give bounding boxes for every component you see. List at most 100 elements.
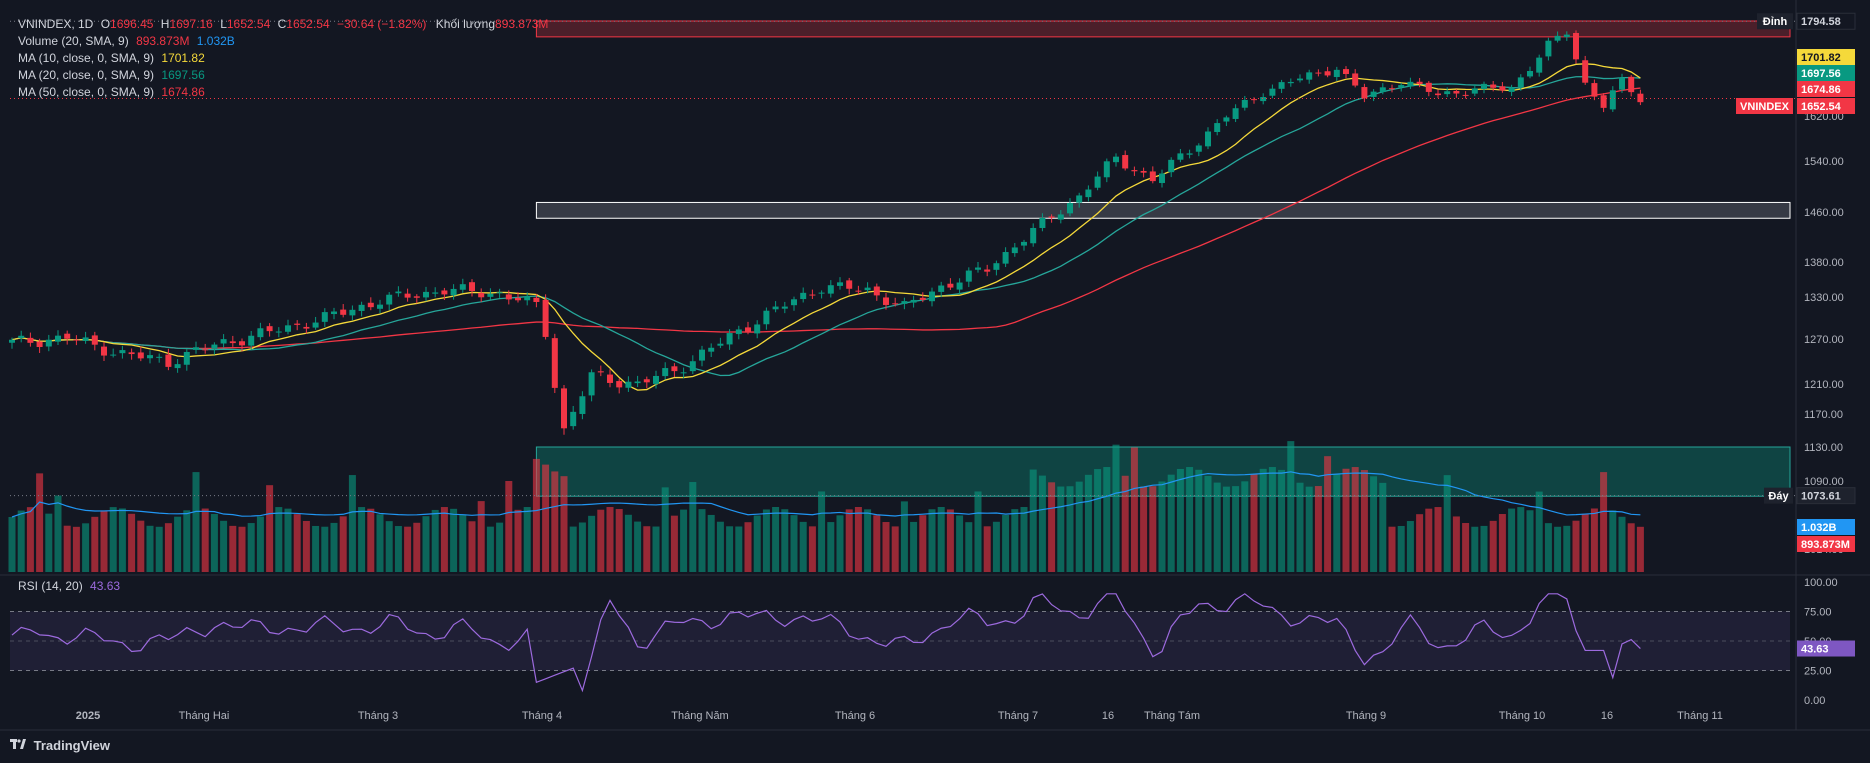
candle-body [1085,189,1092,198]
volume-bar [183,510,191,572]
candle-body [1168,159,1175,173]
candle-body [800,292,807,300]
candle-body [1140,170,1147,173]
price-tag-value: 43.63 [1801,644,1829,656]
volume-bar [220,520,228,572]
price-tag-value: 1674.86 [1801,84,1841,96]
candle-body [1425,82,1432,92]
volume-bar [937,507,945,572]
candle-body [515,297,521,301]
candle-body [432,292,439,294]
tradingview-logo[interactable]: TradingView [10,738,110,753]
price-tag-bg [1797,81,1855,97]
volume-bar [1048,482,1056,572]
candle-body [1352,73,1359,86]
volume-bar [1554,526,1562,572]
volume-bar [946,509,954,572]
volume-bar [201,508,209,572]
candle-body [294,323,301,325]
legend-ma10[interactable]: MA (10, close, 0, SMA, 9) 1701.82 [18,50,548,67]
candle-body [147,355,153,359]
l-label: L [220,17,227,31]
candle-body [846,280,853,289]
volume-bar [1563,525,1571,572]
candle-body [340,309,347,315]
volume-bar [210,513,218,572]
candle-body [423,291,429,298]
volume-bar [974,491,982,572]
volume-bar [459,514,467,572]
candle-body [321,312,328,322]
candle-body [726,333,733,345]
volume-bar [1609,510,1617,572]
volume-bar [891,526,899,572]
volume-bar [588,515,596,572]
volume-bar [606,507,614,572]
candle-body [202,349,209,351]
candle-body [864,287,871,291]
volume-bar [1038,475,1046,572]
candle-body [1563,34,1570,38]
candle-body [36,341,43,348]
volume-bar [229,525,237,572]
volume-bar [312,525,320,572]
volume-bar [1176,468,1184,572]
volume-bar [956,515,964,572]
ma10-value: 1701.82 [161,51,205,65]
volume-bar [477,501,485,572]
candle-body [1149,171,1156,182]
candle-body [137,352,144,359]
volume-value: 893.873M [495,17,549,31]
price-tag-bg [1796,487,1856,505]
candle-body [1490,84,1497,88]
volume-bar [358,507,366,572]
volume-bar [799,521,807,572]
symbol-label[interactable]: VNINDEX, 1D [18,17,94,31]
volume-bar [339,516,347,572]
price-tag-value: 893.873M [1801,539,1850,551]
volume-bar [1149,486,1157,572]
candle-body [220,339,227,344]
volume-indicator-label: Volume (20, SMA, 9) [18,34,129,48]
volume-bar [1259,468,1267,572]
time-tick-label: Tháng Hai [179,710,230,722]
rsi-tick-label: 25.00 [1804,666,1832,678]
candle-body [735,329,742,335]
price-tag-label: Đỉnh [1763,16,1788,28]
candle-body [781,306,788,309]
candle-body [1361,87,1368,99]
candle-body [1471,88,1478,94]
volume-indicator-value: 893.873M [136,34,190,48]
rsi-value: 43.63 [90,579,121,593]
volume-bar [680,509,688,572]
candle-body [1527,71,1533,77]
volume-bar [1250,474,1258,572]
time-tick-label: Tháng 4 [522,710,562,722]
candle-body [616,381,623,388]
candle-body [818,292,825,294]
legend-volume[interactable]: Volume (20, SMA, 9) 893.873M 1.032B [18,33,548,50]
candle-body [625,381,632,388]
candle-body [1269,88,1276,96]
rsi-legend[interactable]: RSI (14, 20) 43.63 [18,579,120,593]
price-tick-label: 1330.00 [1804,292,1844,304]
candle-body [1067,203,1073,214]
volume-bar [137,520,145,572]
ma20-label: MA (20, close, 0, SMA, 9) [18,68,155,82]
legend-ma20[interactable]: MA (20, close, 0, SMA, 9) 1697.56 [18,67,548,84]
volume-bar [1140,486,1148,572]
candle-body [1379,87,1386,93]
time-tick-label: Tháng Tám [1144,710,1200,722]
volume-bar [652,526,660,572]
volume-bar [542,464,550,572]
candle-body [607,374,613,383]
candle-body [1122,155,1129,169]
volume-bar [394,526,402,572]
legend-ma50[interactable]: MA (50, close, 0, SMA, 9) 1674.86 [18,84,548,101]
candle-body [1389,88,1395,90]
price-tick-label: 1170.00 [1804,409,1843,421]
volume-bar [82,523,90,572]
volume-bar [468,521,476,572]
candle-body [754,324,761,334]
